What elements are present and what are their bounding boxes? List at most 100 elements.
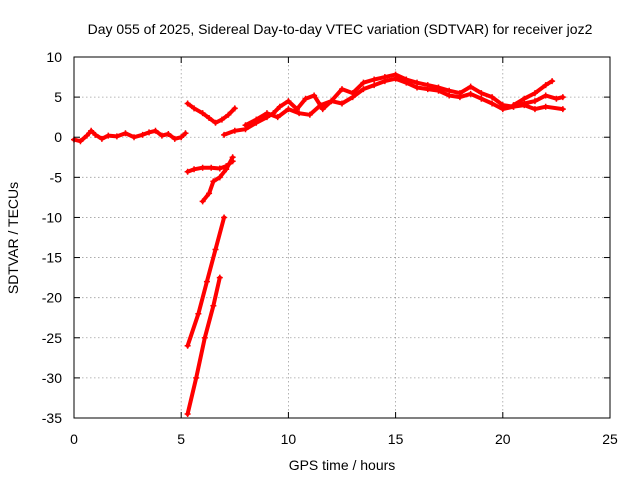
data-point xyxy=(165,131,172,138)
y-tick-label: -15 xyxy=(42,250,62,266)
x-tick-label: 15 xyxy=(388,431,404,447)
y-tick-label: -20 xyxy=(42,290,62,306)
data-point xyxy=(152,127,159,134)
data-point xyxy=(542,92,549,99)
data-point xyxy=(195,310,202,317)
data-point xyxy=(339,100,345,107)
series-arc-5 xyxy=(184,214,228,349)
data-point xyxy=(414,84,421,91)
data-point xyxy=(171,135,178,142)
data-point xyxy=(212,119,219,126)
data-point xyxy=(559,94,566,101)
data-point xyxy=(206,114,213,121)
x-tick-label: 25 xyxy=(602,431,618,447)
data-point xyxy=(489,100,496,107)
data-point xyxy=(531,90,538,97)
data-point xyxy=(184,342,191,349)
data-point xyxy=(521,95,528,102)
data-point xyxy=(83,132,90,139)
series-arc-6 xyxy=(184,274,223,417)
chart-title: Day 055 of 2025, Sidereal Day-to-day VTE… xyxy=(88,21,593,37)
data-point xyxy=(212,246,219,253)
data-point xyxy=(92,131,99,138)
data-point xyxy=(184,410,191,417)
data-point xyxy=(510,102,517,109)
data-point xyxy=(206,190,213,197)
data-point xyxy=(199,110,206,117)
data-point xyxy=(446,92,453,99)
data-point xyxy=(403,79,410,86)
data-point xyxy=(456,94,463,101)
data-series xyxy=(71,71,566,417)
data-point xyxy=(203,278,210,285)
y-tick-label: -25 xyxy=(42,330,62,346)
x-tick-label: 10 xyxy=(281,431,297,447)
data-point xyxy=(225,111,232,118)
data-point xyxy=(216,165,223,172)
data-point xyxy=(113,133,120,140)
data-point xyxy=(231,105,238,112)
data-point xyxy=(184,100,191,107)
data-point xyxy=(542,82,549,89)
data-point xyxy=(199,198,206,205)
data-point xyxy=(182,130,189,137)
data-point xyxy=(360,86,367,93)
x-tick-label: 5 xyxy=(177,431,185,447)
data-point xyxy=(146,129,153,136)
series-arc-2 xyxy=(184,100,238,126)
series-line xyxy=(185,101,237,125)
axis-ticks: 0 5 10 15 20 25 10 5 0 -5 -10 -15 -20 -25 -30 -35 xyxy=(42,49,618,447)
data-point xyxy=(531,98,538,105)
x-axis-label: GPS time / hours xyxy=(289,457,396,473)
data-point xyxy=(467,83,474,90)
series-arc-4 xyxy=(199,154,236,205)
data-point xyxy=(131,134,138,141)
data-point xyxy=(349,94,356,101)
y-tick-label: -30 xyxy=(42,370,62,386)
series-arc-9 xyxy=(510,78,556,109)
data-point xyxy=(229,154,236,161)
data-point xyxy=(478,95,485,102)
data-point xyxy=(208,164,215,171)
data-point xyxy=(371,82,378,89)
data-point xyxy=(178,134,185,141)
data-point xyxy=(98,135,105,142)
y-tick-label: -5 xyxy=(50,169,63,185)
data-point xyxy=(231,127,238,134)
data-point xyxy=(478,90,485,97)
data-point xyxy=(371,76,378,83)
data-point xyxy=(499,106,506,113)
data-point xyxy=(467,90,474,97)
data-point xyxy=(285,106,292,113)
data-point xyxy=(435,87,442,94)
data-point xyxy=(77,138,84,145)
data-point xyxy=(489,94,496,101)
data-point xyxy=(263,110,270,117)
data-point xyxy=(328,98,335,105)
y-tick-label: 10 xyxy=(46,49,62,65)
data-point xyxy=(559,106,566,113)
series-arc-8 xyxy=(242,75,566,129)
data-point xyxy=(193,374,200,381)
data-point xyxy=(392,75,399,82)
data-point xyxy=(424,86,431,93)
data-point xyxy=(339,86,345,93)
data-point xyxy=(105,132,112,139)
data-point xyxy=(199,164,206,171)
data-point xyxy=(306,111,313,118)
data-point xyxy=(191,166,198,173)
data-point xyxy=(276,103,283,110)
data-point xyxy=(221,131,228,138)
data-point xyxy=(216,274,223,281)
data-point xyxy=(242,122,249,129)
grid-lines xyxy=(74,57,610,418)
data-point xyxy=(319,106,326,113)
data-point xyxy=(302,95,309,102)
data-point xyxy=(216,174,223,181)
data-point xyxy=(158,132,165,139)
data-point xyxy=(88,127,95,134)
x-tick-label: 0 xyxy=(70,431,78,447)
data-point xyxy=(311,92,318,99)
data-point xyxy=(317,102,324,109)
data-point xyxy=(201,334,208,341)
